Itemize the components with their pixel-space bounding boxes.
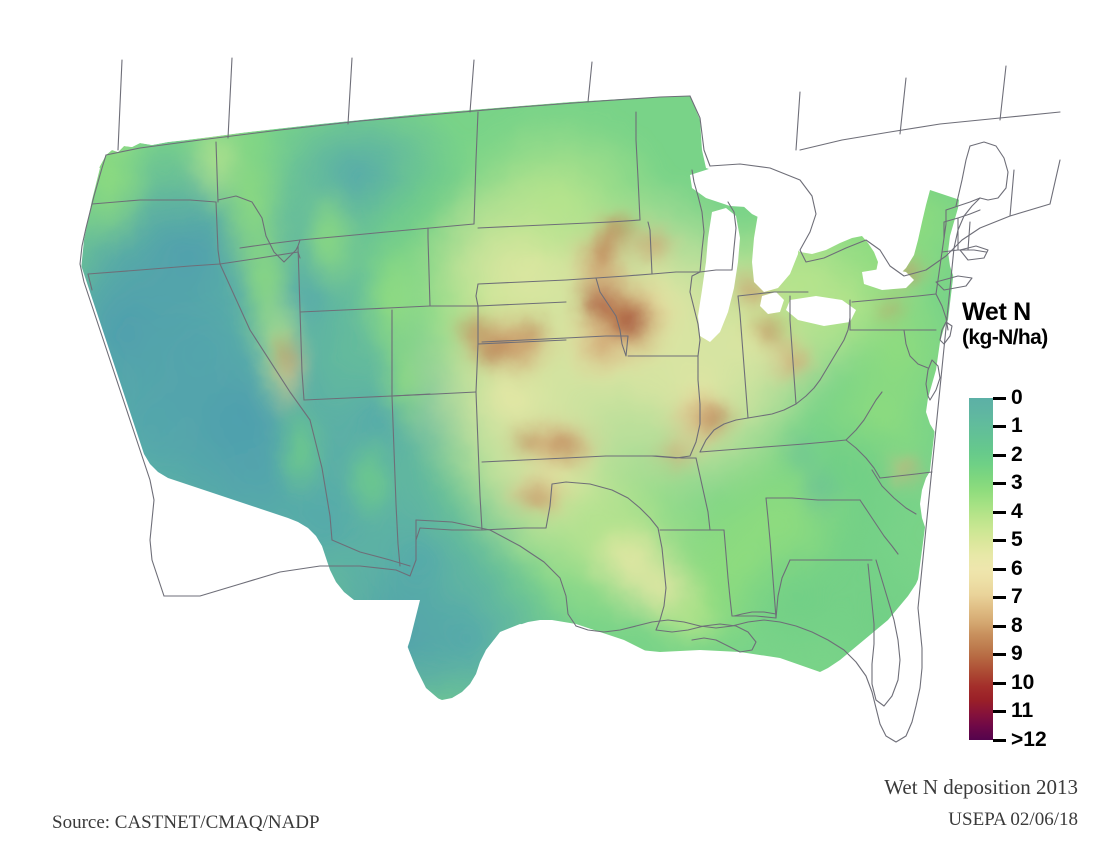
tick-mark-icon: [993, 510, 1006, 514]
tick-mark-icon: [993, 425, 1006, 428]
tick-label: 6: [1011, 556, 1023, 580]
deposition-map: [0, 0, 1100, 770]
tick-mark-icon: [993, 596, 1006, 599]
tick-label: 9: [1011, 642, 1023, 665]
tick-label: 1: [1011, 414, 1023, 437]
legend: Wet N (kg-N/ha) 0 1 2 3 4: [962, 298, 1093, 750]
political-boundaries: [79, 57, 1061, 743]
tick-label: 4: [1011, 499, 1023, 523]
map-area: [0, 0, 1100, 770]
map-title-caption: Wet N deposition 2013: [884, 775, 1078, 799]
tick-label: 2: [1011, 442, 1023, 466]
tick-label: 11: [1011, 699, 1034, 722]
source-caption: Source: CASTNET/CMAQ/NADP: [52, 812, 320, 833]
tick-label: 3: [1011, 471, 1023, 494]
colorbar-gradient: [969, 398, 993, 740]
legend-units: (kg-N/ha): [962, 325, 1048, 349]
tick-label: 10: [1011, 670, 1035, 694]
agency-date-caption: USEPA 02/06/18: [948, 809, 1078, 830]
tick-label: 7: [1011, 585, 1023, 608]
tick-mark-icon: [993, 453, 1006, 457]
tick-label: 8: [1011, 613, 1023, 637]
tick-mark-icon: [993, 396, 1006, 400]
water-and-outside-fills: [0, 0, 1100, 770]
tick-mark-icon: [993, 482, 1006, 485]
tick-mark-icon: [993, 681, 1006, 685]
colorbar-wrapper: 0 1 2 3 4 5 6: [969, 387, 1093, 750]
tick-mark-icon: [993, 567, 1006, 571]
tick-label: 5: [1011, 528, 1023, 551]
tick-label: 0: [1011, 385, 1023, 409]
tick-mark-icon: [993, 653, 1006, 656]
legend-title: Wet N: [962, 298, 1031, 326]
tick-mark-icon: [993, 710, 1006, 713]
tick-mark-icon: [993, 539, 1006, 542]
tick-mark-icon: [993, 624, 1006, 628]
tick-mark-icon: [993, 738, 1006, 742]
tick-label: >12: [1011, 727, 1047, 751]
